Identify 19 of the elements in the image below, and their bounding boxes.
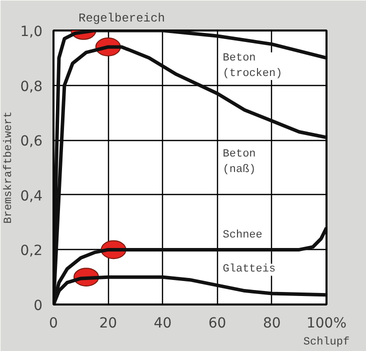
y-tick-label: 0,8 xyxy=(20,78,42,95)
x-tick-label: 20 xyxy=(99,316,118,332)
series-label: Beton (trocken) xyxy=(222,52,282,80)
x-axis-title: Schlupf xyxy=(303,336,350,348)
y-tick-label: 0,4 xyxy=(20,188,43,204)
x-tick-label: 100% xyxy=(306,316,347,332)
series-label: Schnee xyxy=(222,229,262,242)
y-tick-label: 1,0 xyxy=(20,24,42,40)
y-tick-label: 0,6 xyxy=(20,134,43,150)
x-tick-label: 40 xyxy=(154,316,172,332)
y-axis-title: Bremskraftbeiwert xyxy=(3,111,16,224)
y-tick-label: 0 xyxy=(34,298,43,314)
chart-title: Regelbereich xyxy=(78,12,165,26)
series-label: Glatteis xyxy=(222,264,276,276)
x-tick-label: 80 xyxy=(262,316,281,332)
text: Beton (naß) xyxy=(222,148,256,176)
y-tick-label: 0,2 xyxy=(20,243,42,260)
x-tick-label: 0 xyxy=(49,316,58,332)
x-tick-label: 60 xyxy=(208,316,226,332)
